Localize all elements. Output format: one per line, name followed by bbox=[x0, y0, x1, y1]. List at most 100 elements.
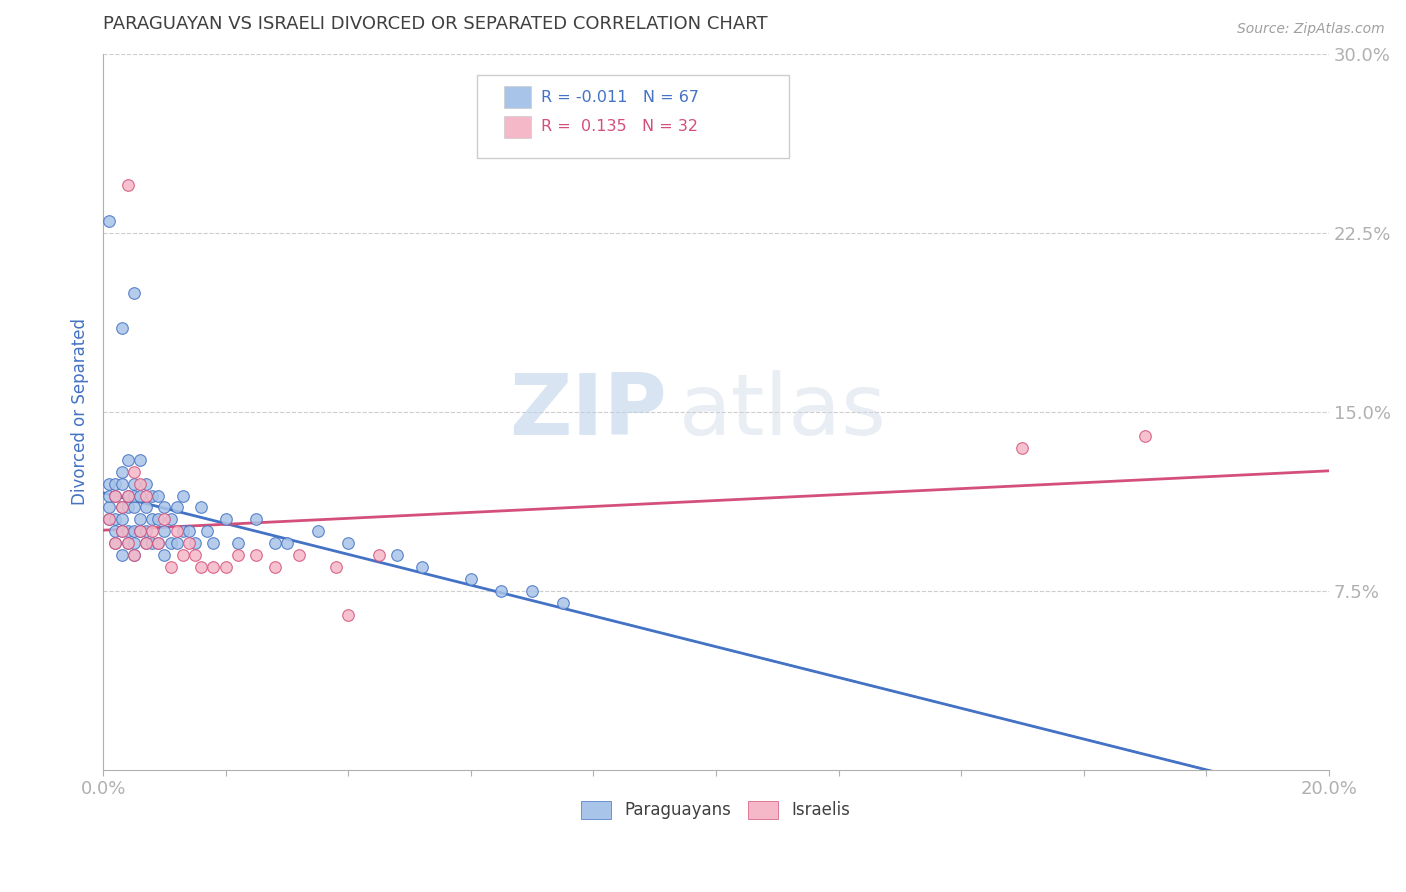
Point bbox=[110, 524, 132, 539]
Point bbox=[159, 536, 181, 550]
Point bbox=[98, 489, 121, 503]
Point bbox=[135, 500, 157, 515]
Point bbox=[491, 584, 513, 599]
Text: PARAGUAYAN VS ISRAELI DIVORCED OR SEPARATED CORRELATION CHART: PARAGUAYAN VS ISRAELI DIVORCED OR SEPARA… bbox=[103, 15, 768, 33]
Point bbox=[153, 512, 176, 526]
Point bbox=[135, 476, 157, 491]
Point bbox=[122, 465, 145, 479]
Point bbox=[122, 536, 145, 550]
Point bbox=[148, 489, 170, 503]
Point bbox=[172, 524, 194, 539]
Point bbox=[104, 536, 127, 550]
Point bbox=[172, 489, 194, 503]
Point bbox=[460, 572, 482, 586]
Point bbox=[117, 500, 139, 515]
Point bbox=[411, 560, 433, 574]
Point bbox=[263, 536, 285, 550]
Point bbox=[98, 500, 121, 515]
Point bbox=[177, 524, 200, 539]
Point bbox=[367, 548, 389, 562]
Point bbox=[110, 548, 132, 562]
Point bbox=[117, 489, 139, 503]
Point bbox=[117, 452, 139, 467]
Point bbox=[153, 548, 176, 562]
Point bbox=[117, 524, 139, 539]
Point bbox=[245, 512, 267, 526]
Point bbox=[110, 476, 132, 491]
Point bbox=[141, 524, 163, 539]
Point bbox=[110, 321, 132, 335]
Point bbox=[520, 584, 543, 599]
Point bbox=[276, 536, 298, 550]
Point bbox=[159, 560, 181, 574]
Point bbox=[190, 500, 212, 515]
Point bbox=[202, 560, 225, 574]
Point bbox=[190, 560, 212, 574]
Bar bbox=[503, 86, 531, 109]
Point bbox=[122, 524, 145, 539]
Legend: Paraguayans, Israelis: Paraguayans, Israelis bbox=[575, 794, 858, 826]
Point bbox=[195, 524, 218, 539]
Point bbox=[98, 512, 121, 526]
Point bbox=[148, 536, 170, 550]
Point bbox=[153, 500, 176, 515]
Point bbox=[117, 536, 139, 550]
Point bbox=[104, 512, 127, 526]
Text: Source: ZipAtlas.com: Source: ZipAtlas.com bbox=[1237, 22, 1385, 37]
Point bbox=[148, 536, 170, 550]
Text: R = -0.011   N = 67: R = -0.011 N = 67 bbox=[541, 89, 699, 104]
Point bbox=[117, 536, 139, 550]
Point bbox=[1011, 441, 1033, 455]
Point bbox=[307, 524, 329, 539]
Point bbox=[141, 489, 163, 503]
Y-axis label: Divorced or Separated: Divorced or Separated bbox=[72, 318, 89, 506]
Point bbox=[98, 476, 121, 491]
Point bbox=[104, 524, 127, 539]
Point bbox=[110, 524, 132, 539]
Point bbox=[288, 548, 311, 562]
Point bbox=[337, 607, 360, 622]
Point bbox=[98, 214, 121, 228]
Point bbox=[104, 489, 127, 503]
Bar bbox=[503, 115, 531, 138]
Point bbox=[129, 489, 152, 503]
Point bbox=[172, 548, 194, 562]
Point bbox=[166, 524, 188, 539]
Point bbox=[245, 548, 267, 562]
Point bbox=[122, 548, 145, 562]
Point bbox=[135, 536, 157, 550]
Point bbox=[117, 178, 139, 193]
FancyBboxPatch shape bbox=[477, 76, 790, 158]
Point bbox=[184, 536, 207, 550]
Point bbox=[215, 560, 238, 574]
Point bbox=[166, 500, 188, 515]
Point bbox=[337, 536, 360, 550]
Point bbox=[153, 524, 176, 539]
Point bbox=[226, 548, 249, 562]
Point bbox=[110, 500, 132, 515]
Point bbox=[110, 465, 132, 479]
Point bbox=[166, 536, 188, 550]
Point bbox=[129, 524, 152, 539]
Point bbox=[104, 476, 127, 491]
Text: ZIP: ZIP bbox=[509, 370, 666, 453]
Point bbox=[129, 452, 152, 467]
Point bbox=[129, 476, 152, 491]
Point bbox=[122, 285, 145, 300]
Point bbox=[387, 548, 409, 562]
Point bbox=[122, 500, 145, 515]
Point bbox=[141, 512, 163, 526]
Point bbox=[551, 596, 574, 610]
Point bbox=[215, 512, 238, 526]
Point bbox=[129, 524, 152, 539]
Point bbox=[325, 560, 347, 574]
Point bbox=[122, 489, 145, 503]
Point bbox=[202, 536, 225, 550]
Point bbox=[184, 548, 207, 562]
Point bbox=[98, 512, 121, 526]
Point bbox=[122, 548, 145, 562]
Point bbox=[226, 536, 249, 550]
Point bbox=[141, 536, 163, 550]
Point bbox=[159, 512, 181, 526]
Point bbox=[135, 524, 157, 539]
